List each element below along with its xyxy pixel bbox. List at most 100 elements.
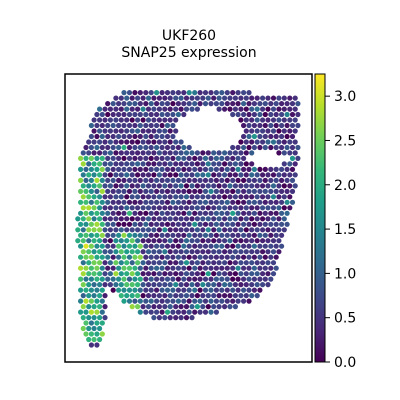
spot — [241, 123, 246, 128]
spot — [263, 244, 268, 249]
spot — [100, 266, 105, 271]
spot — [252, 101, 257, 106]
spot — [241, 112, 246, 117]
spot — [135, 205, 140, 210]
spot — [138, 189, 143, 194]
spot — [246, 134, 251, 139]
spot — [184, 315, 189, 320]
spot — [151, 107, 156, 112]
spot — [265, 107, 270, 112]
spot — [124, 238, 129, 243]
spot — [217, 260, 222, 265]
spot — [173, 293, 178, 298]
spot — [105, 266, 110, 271]
spot — [252, 134, 257, 139]
spot — [225, 299, 230, 304]
spot — [162, 117, 167, 122]
spot — [293, 96, 298, 101]
spot — [287, 128, 292, 133]
spot — [219, 277, 224, 282]
spot — [257, 222, 262, 227]
spot — [203, 90, 208, 95]
spot — [121, 101, 126, 106]
spot — [173, 227, 178, 232]
spot — [124, 172, 129, 177]
spot — [116, 156, 121, 161]
spot — [94, 342, 99, 347]
spot — [263, 167, 268, 172]
spot — [102, 304, 107, 309]
spot — [282, 227, 287, 232]
spot — [265, 183, 270, 188]
spot — [233, 183, 238, 188]
spot — [260, 128, 265, 133]
spot — [160, 211, 165, 216]
spot — [170, 288, 175, 293]
spot — [119, 205, 124, 210]
spot — [217, 293, 222, 298]
spot — [121, 288, 126, 293]
spot — [100, 145, 105, 150]
spot — [279, 145, 284, 150]
spot — [119, 183, 124, 188]
spot — [249, 172, 254, 177]
spot — [274, 145, 279, 150]
spot — [116, 211, 121, 216]
spot — [181, 299, 186, 304]
spot — [151, 304, 156, 309]
spot — [121, 277, 126, 282]
spot — [149, 145, 154, 150]
spot — [179, 216, 184, 221]
spot — [100, 178, 105, 183]
spot — [113, 205, 118, 210]
spot — [86, 194, 91, 199]
spot — [214, 310, 219, 315]
spot — [192, 156, 197, 161]
spot — [195, 205, 200, 210]
spot — [146, 96, 151, 101]
spot — [97, 183, 102, 188]
spot — [149, 288, 154, 293]
spot — [222, 150, 227, 155]
spot — [162, 205, 167, 210]
spot — [230, 189, 235, 194]
spot — [195, 183, 200, 188]
spot — [94, 156, 99, 161]
spot — [246, 90, 251, 95]
spot — [143, 233, 148, 238]
spot — [246, 178, 251, 183]
spot — [108, 216, 113, 221]
spot — [233, 304, 238, 309]
spot — [290, 189, 295, 194]
spot — [290, 134, 295, 139]
spot — [184, 183, 189, 188]
spot — [233, 216, 238, 221]
spot — [113, 183, 118, 188]
spot — [225, 244, 230, 249]
spot — [170, 200, 175, 205]
spot — [113, 96, 118, 101]
spot — [92, 128, 97, 133]
spot — [279, 233, 284, 238]
spot — [219, 222, 224, 227]
spot — [132, 222, 137, 227]
spot — [141, 205, 146, 210]
spot — [160, 288, 165, 293]
spot — [290, 112, 295, 117]
spot — [83, 178, 88, 183]
spot — [81, 304, 86, 309]
spot — [138, 288, 143, 293]
spot — [176, 288, 181, 293]
spot — [113, 249, 118, 254]
chart-subtitle: SNAP25 expression — [121, 45, 256, 61]
spot — [151, 238, 156, 243]
spot — [116, 145, 121, 150]
spot — [219, 90, 224, 95]
spot — [108, 238, 113, 243]
spot — [217, 238, 222, 243]
spot — [121, 211, 126, 216]
spot — [203, 233, 208, 238]
spot — [255, 205, 260, 210]
spot — [102, 150, 107, 155]
spot — [271, 205, 276, 210]
